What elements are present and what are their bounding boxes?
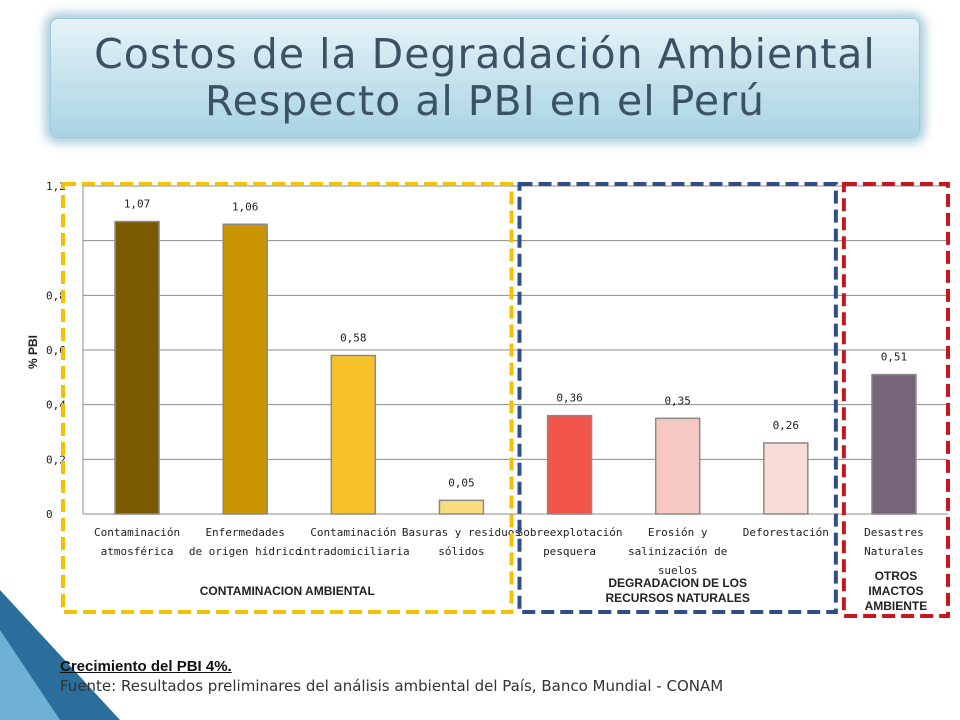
category-label: salinización de	[628, 545, 727, 558]
title-line-2: Respecto al PBI en el Perú	[205, 77, 765, 125]
bar	[546, 414, 593, 515]
group-label: OTROS	[875, 569, 918, 583]
data-label: 1,07	[124, 198, 151, 211]
category-label: atmosférica	[101, 545, 174, 558]
category-label: suelos	[658, 564, 698, 577]
category-label: intradomiciliaria	[297, 545, 410, 558]
bar	[114, 220, 160, 515]
y-tick-label: 1,2	[46, 180, 66, 193]
corner-decoration-light	[0, 630, 60, 720]
category-label: Enfermedades	[205, 526, 284, 539]
y-tick-label: 0,6	[46, 344, 66, 357]
group-label: IMACTOS	[868, 584, 923, 598]
data-label: 0,05	[448, 476, 475, 489]
group-label: CONTAMINACION AMBIENTAL	[200, 584, 375, 598]
group-box	[841, 182, 950, 618]
category-label: Contaminación	[94, 526, 180, 539]
footer: Crecimiento del PBI 4%. Fuente: Resultad…	[60, 658, 940, 696]
group-label: DEGRADACION DE LOS	[608, 576, 747, 590]
bar	[222, 223, 268, 515]
group-box	[517, 182, 838, 614]
growth-note: Crecimiento del PBI 4%.	[60, 658, 232, 675]
category-label: sólidos	[438, 545, 484, 558]
group-box	[61, 182, 514, 614]
title-banner: Costos de la Degradación Ambiental Respe…	[50, 18, 920, 138]
source-note: Fuente: Resultados preliminares del anál…	[60, 677, 724, 695]
data-label: 0,58	[340, 331, 367, 344]
category-label: pesquera	[543, 545, 596, 558]
y-axis-label: % PBI	[26, 335, 40, 369]
category-label: Desastres	[864, 526, 924, 539]
title-line-1: Costos de la Degradación Ambiental	[94, 30, 876, 78]
data-label: 0,35	[664, 394, 691, 407]
data-label: 0,51	[881, 351, 908, 364]
category-label: Contaminación	[310, 526, 396, 539]
category-label: de origen hídrico	[189, 545, 302, 558]
category-label: Deforestación	[743, 526, 829, 539]
y-tick-label: 0	[46, 508, 53, 521]
bar	[763, 442, 809, 515]
y-tick-label: 0,8	[46, 289, 66, 302]
data-label: 0,36	[556, 392, 583, 405]
category-label: Naturales	[864, 545, 924, 558]
group-label: AMBIENTE	[865, 599, 928, 613]
bar	[438, 499, 485, 515]
bar	[330, 354, 377, 515]
y-tick-label: 0,2	[46, 453, 66, 466]
category-label: Sobreexplotación	[517, 526, 623, 539]
category-label: Erosión y	[648, 526, 708, 539]
bar	[871, 373, 917, 515]
bar	[654, 417, 701, 515]
category-label: Basuras y residuos	[402, 526, 521, 539]
group-label: RECURSOS NATURALES	[605, 591, 749, 605]
data-label: 0,26	[773, 419, 800, 432]
data-label: 1,06	[232, 200, 259, 213]
